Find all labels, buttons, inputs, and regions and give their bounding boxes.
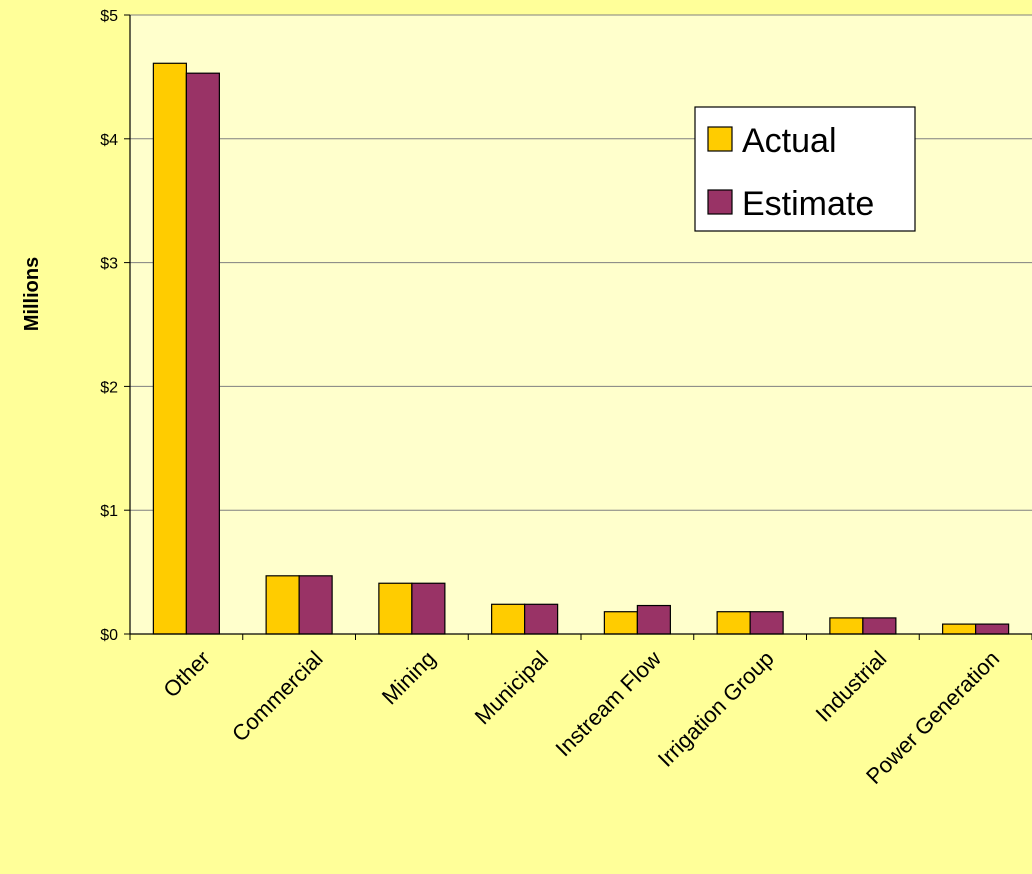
x-tick-label: Instream Flow xyxy=(551,646,666,761)
y-tick-label: $2 xyxy=(100,379,118,396)
bar-actual xyxy=(152,62,187,635)
x-tick-label: Irrigation Group xyxy=(653,646,779,772)
bar-estimate xyxy=(636,604,671,635)
x-tick-label: Commercial xyxy=(227,646,328,747)
y-tick-label: $4 xyxy=(100,132,118,149)
y-tick-label: $5 xyxy=(100,8,118,25)
bar-estimate xyxy=(524,603,559,635)
legend: Actual Estimate xyxy=(694,106,916,232)
bar-actual xyxy=(942,623,977,635)
x-tick-label: Municipal xyxy=(470,646,553,729)
bar-actual xyxy=(378,582,413,635)
bar-estimate xyxy=(749,611,784,635)
bars xyxy=(152,62,1010,635)
bar-actual xyxy=(603,611,638,635)
y-tick-label: $1 xyxy=(100,503,118,520)
y-tick-labels: $0 $1 $2 $3 $4 $5 xyxy=(100,8,130,644)
bar-actual xyxy=(491,603,526,635)
x-tick-label: Mining xyxy=(377,646,441,710)
y-tick-label: $3 xyxy=(100,256,118,273)
bar-estimate xyxy=(298,575,333,635)
bar-estimate xyxy=(975,623,1010,635)
bar-actual xyxy=(265,575,300,635)
y-tick-label: $0 xyxy=(100,627,118,644)
y-axis-label: Millions xyxy=(21,257,43,331)
legend-label-estimate: Estimate xyxy=(742,185,874,223)
legend-swatch-actual xyxy=(707,126,733,152)
x-tick-label: Industrial xyxy=(811,646,892,727)
bar-estimate xyxy=(411,582,446,635)
legend-swatch-estimate xyxy=(707,189,733,215)
x-tick-label: Other xyxy=(158,646,215,703)
bar-actual xyxy=(716,611,751,635)
bar-actual xyxy=(829,617,864,635)
gridlines xyxy=(130,14,1032,511)
legend-label-actual: Actual xyxy=(742,122,837,160)
bar-estimate xyxy=(185,72,220,635)
bar-estimate xyxy=(862,617,897,635)
